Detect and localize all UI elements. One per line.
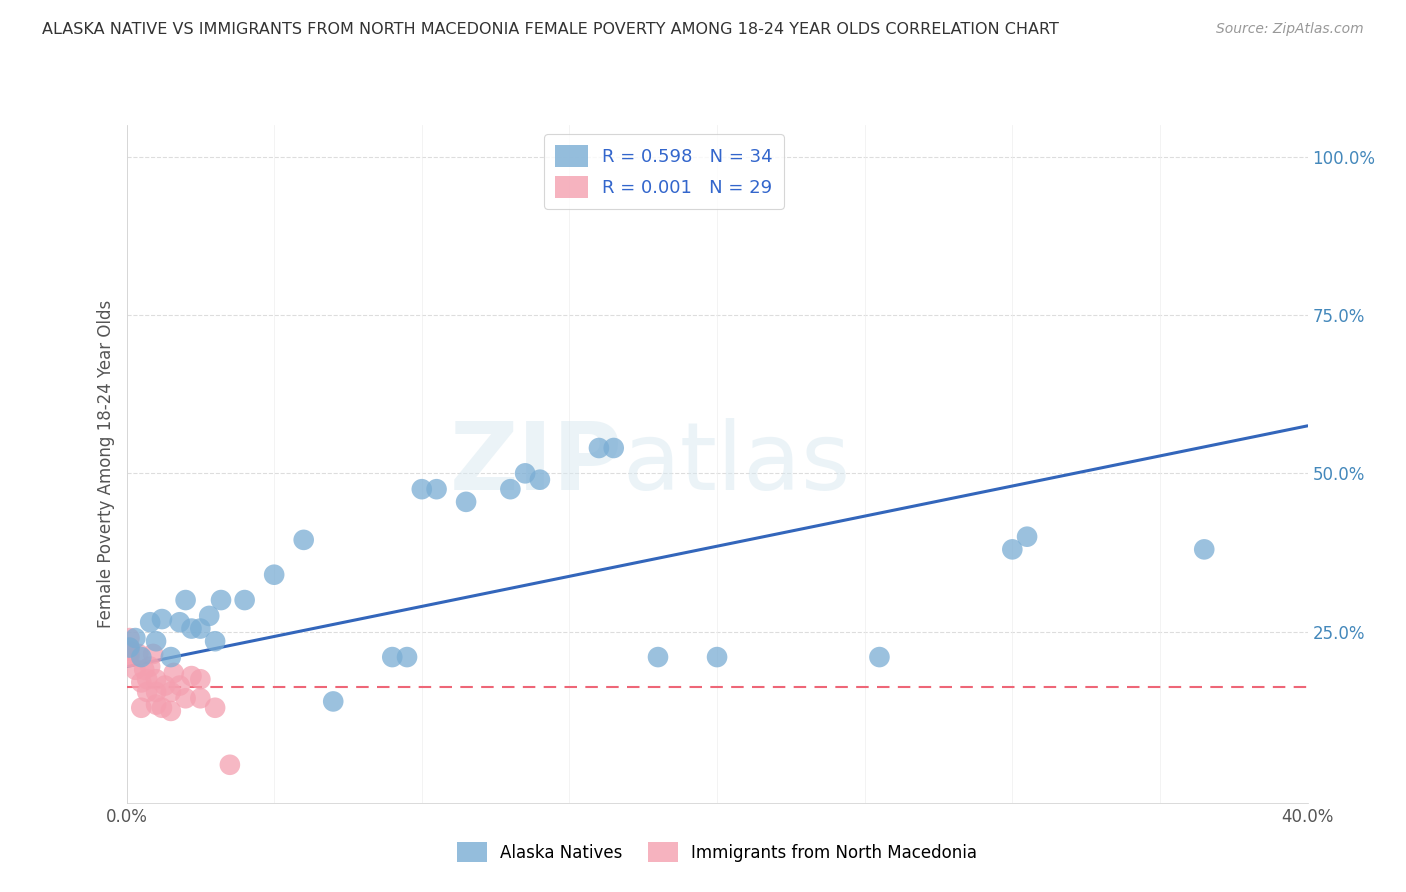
Point <box>169 679 191 693</box>
Point <box>169 615 191 630</box>
Point <box>150 612 173 626</box>
Point <box>145 634 167 648</box>
Point <box>869 650 891 665</box>
Point <box>118 631 141 645</box>
Point <box>124 631 146 645</box>
Point <box>454 495 477 509</box>
Legend: Alaska Natives, Immigrants from North Macedonia: Alaska Natives, Immigrants from North Ma… <box>450 836 984 869</box>
Point <box>118 650 141 665</box>
Point <box>163 665 186 680</box>
Point <box>159 685 183 699</box>
Point <box>1192 542 1215 557</box>
Point <box>136 672 159 686</box>
Point <box>145 672 167 686</box>
Point <box>198 608 221 623</box>
Point <box>142 647 165 661</box>
Point <box>381 650 404 665</box>
Point <box>129 700 153 714</box>
Point <box>396 650 419 665</box>
Point <box>263 567 285 582</box>
Point <box>139 659 162 673</box>
Point <box>292 533 315 547</box>
Point <box>322 694 344 708</box>
Point <box>124 663 146 677</box>
Point <box>159 650 183 665</box>
Point <box>150 700 173 714</box>
Point <box>180 669 202 683</box>
Point <box>174 593 197 607</box>
Point <box>118 640 141 655</box>
Point <box>180 622 202 636</box>
Point <box>127 647 149 661</box>
Point <box>153 679 176 693</box>
Point <box>1001 542 1024 557</box>
Point <box>134 663 156 677</box>
Point <box>706 650 728 665</box>
Text: ALASKA NATIVE VS IMMIGRANTS FROM NORTH MACEDONIA FEMALE POVERTY AMONG 18-24 YEAR: ALASKA NATIVE VS IMMIGRANTS FROM NORTH M… <box>42 22 1059 37</box>
Point <box>529 473 551 487</box>
Point <box>219 757 242 772</box>
Point <box>129 675 153 690</box>
Point <box>603 441 626 455</box>
Point <box>188 622 211 636</box>
Point <box>139 615 162 630</box>
Point <box>233 593 256 607</box>
Point <box>188 691 211 706</box>
Text: atlas: atlas <box>623 417 851 510</box>
Point <box>204 700 226 714</box>
Point <box>159 704 183 718</box>
Y-axis label: Female Poverty Among 18-24 Year Olds: Female Poverty Among 18-24 Year Olds <box>97 300 115 628</box>
Point <box>129 650 153 665</box>
Text: Source: ZipAtlas.com: Source: ZipAtlas.com <box>1216 22 1364 37</box>
Point <box>204 634 226 648</box>
Point <box>145 685 167 699</box>
Point <box>174 691 197 706</box>
Point <box>145 698 167 712</box>
Point <box>588 441 610 455</box>
Point <box>209 593 232 607</box>
Point <box>515 467 537 481</box>
Point <box>118 644 141 658</box>
Point <box>1017 530 1039 544</box>
Text: ZIP: ZIP <box>450 417 623 510</box>
Point <box>188 672 211 686</box>
Point <box>136 685 159 699</box>
Point <box>499 482 522 496</box>
Point <box>411 482 433 496</box>
Point <box>118 647 141 661</box>
Point <box>118 640 141 655</box>
Point <box>647 650 669 665</box>
Point <box>425 482 447 496</box>
